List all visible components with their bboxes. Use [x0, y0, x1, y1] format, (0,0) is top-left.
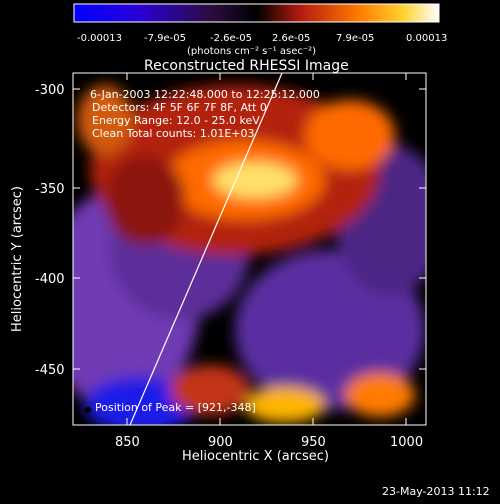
colorbar-tick-3: -2.6e-05	[210, 33, 252, 44]
colorbar-tick-1: -0.00013	[77, 33, 122, 44]
x-tick-850: 850	[115, 435, 140, 450]
clean-counts-label: Clean Total counts: 1.01E+03	[92, 127, 255, 140]
x-tick-950: 950	[301, 435, 326, 450]
y-tick-300: -300	[35, 83, 65, 98]
colorbar-unit-label: (photons cm⁻² s⁻¹ asec⁻²)	[187, 46, 316, 57]
heatmap-layer	[73, 85, 426, 425]
detectors-label: Detectors: 4F 5F 6F 7F 8F, Att 0	[92, 101, 267, 114]
energy-range-label: Energy Range: 12.0 - 25.0 keV	[92, 114, 260, 127]
x-axis-label: Heliocentric X (arcsec)	[182, 449, 329, 464]
colorbar-tick-5: 7.9e-05	[336, 33, 374, 44]
heatmap-blob	[77, 85, 133, 155]
colorbar-tick-4: 2.6e-05	[272, 33, 310, 44]
y-tick-400: -400	[35, 272, 65, 287]
limb-line	[129, 72, 283, 426]
plot-frame	[72, 72, 427, 426]
heatmap-blob	[213, 162, 297, 198]
x-tick-1000: 1000	[390, 435, 423, 450]
heatmap-blob	[105, 155, 185, 245]
chart-title: Reconstructed RHESSI Image	[144, 58, 349, 74]
heatmap-blob	[170, 365, 250, 415]
peak-position-label: Position of Peak = [921,-348]	[95, 401, 256, 414]
colorbar-tick-6: 0.00013	[406, 33, 447, 44]
time-range: 6-Jan-2003 12:22:48.000 to 12:25:12.000	[90, 88, 320, 101]
colorbar	[73, 3, 440, 23]
heatmap-blob	[345, 373, 415, 417]
axis-ticks	[73, 73, 426, 425]
y-axis-label: Heliocentric Y (arcsec)	[10, 186, 25, 332]
peak-marker	[85, 407, 91, 413]
timestamp-footer: 23-May-2013 11:12	[382, 485, 490, 498]
y-tick-450: -450	[35, 363, 65, 378]
heatmap-blob	[245, 387, 325, 423]
x-tick-900: 900	[208, 435, 233, 450]
y-tick-350: -350	[35, 182, 65, 197]
heatmap-blob	[305, 100, 395, 170]
colorbar-tick-2: -7.9e-05	[144, 33, 186, 44]
